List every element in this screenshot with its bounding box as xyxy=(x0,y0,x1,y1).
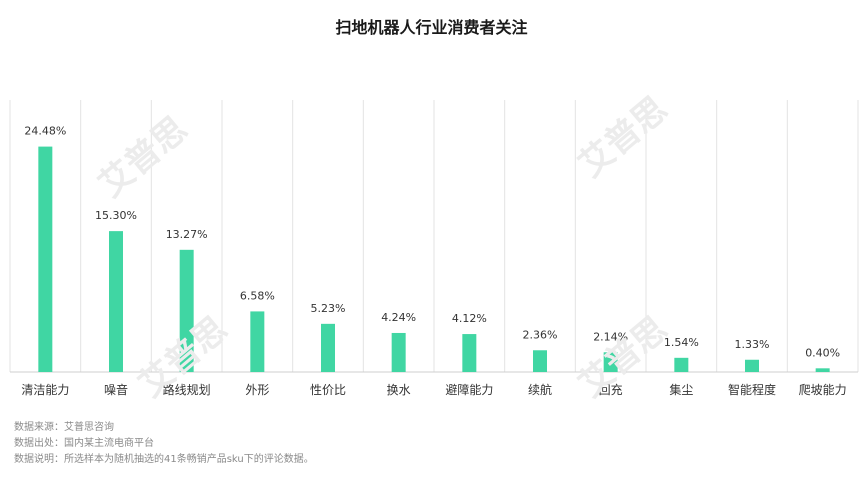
x-tick-label: 外形 xyxy=(245,383,269,397)
bar xyxy=(38,146,53,372)
x-tick-label: 换水 xyxy=(387,383,411,397)
data-label: 24.48% xyxy=(24,125,66,138)
data-label: 1.54% xyxy=(664,336,699,349)
note-source: 数据来源：艾普思咨询 xyxy=(14,422,114,433)
x-tick-label: 噪音 xyxy=(104,382,128,397)
note-description: 数据说明：所选样本为随机抽选的41条畅销产品sku下的评论数据。 xyxy=(14,454,314,465)
chart-notes: 数据来源：艾普思咨询 数据出处：国内某主流电商平台 数据说明：所选样本为随机抽选… xyxy=(14,420,314,468)
bar xyxy=(603,352,618,372)
x-tick-label: 回充 xyxy=(599,382,623,397)
data-label: 13.27% xyxy=(166,228,208,241)
x-tick-label: 爬坡能力 xyxy=(799,383,847,397)
data-label: 15.30% xyxy=(95,209,137,222)
x-tick-label: 续航 xyxy=(528,382,552,397)
x-tick-label: 路线规划 xyxy=(163,382,211,397)
bar xyxy=(179,249,194,372)
x-tick-label: 避障能力 xyxy=(445,382,493,397)
data-label: 2.14% xyxy=(593,330,628,343)
data-label: 4.24% xyxy=(381,311,416,324)
data-label: 6.58% xyxy=(240,289,275,302)
bar xyxy=(321,323,335,372)
chart-title: 扫地机器人行业消费者关注 xyxy=(335,18,528,37)
bar xyxy=(250,311,265,372)
data-label: 1.33% xyxy=(735,338,770,351)
x-tick-label: 清洁能力 xyxy=(21,383,69,397)
bar xyxy=(462,334,477,372)
bar xyxy=(674,357,689,372)
bar xyxy=(745,359,759,372)
bar xyxy=(533,350,547,372)
data-label: 0.40% xyxy=(805,346,840,359)
data-label: 5.23% xyxy=(311,302,346,315)
data-label: 4.12% xyxy=(452,312,487,325)
x-tick-label: 性价比 xyxy=(310,383,346,397)
x-tick-label: 集尘 xyxy=(669,382,693,397)
bar xyxy=(815,368,830,372)
note-origin: 数据出处：国内某主流电商平台 xyxy=(14,438,154,449)
bar xyxy=(391,332,406,372)
data-label: 2.36% xyxy=(523,328,558,341)
x-tick-label: 智能程度 xyxy=(728,382,776,397)
bar xyxy=(109,231,123,372)
